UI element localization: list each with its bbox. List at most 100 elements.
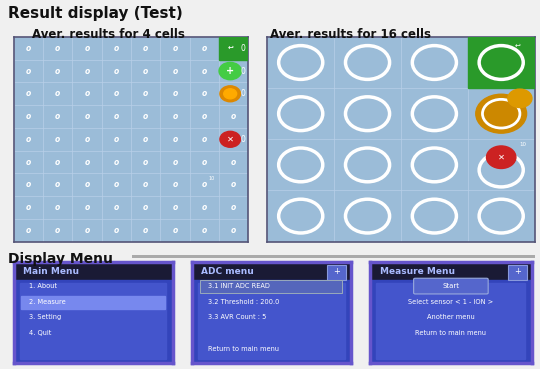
Bar: [219, 37, 248, 60]
Text: Start: Start: [442, 283, 460, 289]
Circle shape: [220, 131, 240, 147]
Bar: [370, 280, 532, 363]
Text: o: o: [113, 112, 119, 121]
Text: o: o: [84, 180, 90, 189]
Bar: [198, 283, 345, 359]
Text: 10: 10: [519, 142, 526, 147]
Text: 2. Measure: 2. Measure: [29, 299, 66, 305]
Text: o: o: [143, 112, 148, 121]
Text: 3. Setting: 3. Setting: [29, 314, 62, 321]
Text: o: o: [113, 135, 119, 144]
Text: o: o: [172, 112, 178, 121]
FancyBboxPatch shape: [200, 280, 342, 293]
Text: o: o: [231, 180, 237, 189]
FancyBboxPatch shape: [327, 265, 346, 280]
Text: o: o: [113, 66, 119, 76]
Text: o: o: [202, 66, 207, 76]
Text: o: o: [113, 203, 119, 212]
Text: o: o: [143, 66, 148, 76]
Text: o: o: [84, 135, 90, 144]
Text: 1. About: 1. About: [29, 283, 57, 289]
Text: o: o: [55, 44, 60, 53]
Text: Another menu: Another menu: [427, 314, 475, 321]
Text: o: o: [202, 112, 207, 121]
Text: Aver. results for 16 cells: Aver. results for 16 cells: [270, 28, 431, 41]
Text: o: o: [231, 112, 237, 121]
Text: o: o: [84, 44, 90, 53]
Text: ✕: ✕: [498, 153, 505, 162]
Text: o: o: [202, 158, 207, 166]
Text: Return to main menu: Return to main menu: [415, 330, 487, 336]
Text: 0: 0: [241, 44, 246, 53]
FancyBboxPatch shape: [508, 265, 527, 280]
Text: o: o: [25, 66, 31, 76]
Text: Return to main menu: Return to main menu: [207, 346, 279, 352]
Text: o: o: [25, 158, 31, 166]
Text: o: o: [55, 135, 60, 144]
Text: o: o: [143, 135, 148, 144]
Circle shape: [487, 146, 516, 169]
Text: +: +: [226, 66, 234, 76]
Text: o: o: [172, 66, 178, 76]
Text: ↩: ↩: [515, 43, 521, 49]
Text: o: o: [172, 135, 178, 144]
Text: 3.1 INIT ADC READ: 3.1 INIT ADC READ: [207, 283, 269, 289]
Text: ✕: ✕: [227, 135, 234, 144]
Text: 0: 0: [241, 135, 246, 144]
Text: o: o: [55, 226, 60, 235]
Text: o: o: [55, 112, 60, 121]
Text: 3.2 Threshold : 200.0: 3.2 Threshold : 200.0: [207, 299, 279, 305]
Text: 3.3 AVR Count : 5: 3.3 AVR Count : 5: [207, 314, 266, 321]
Text: Main Menu: Main Menu: [23, 267, 79, 276]
Text: o: o: [202, 89, 207, 98]
Text: o: o: [113, 226, 119, 235]
Text: o: o: [55, 180, 60, 189]
Text: o: o: [202, 226, 207, 235]
Text: o: o: [231, 203, 237, 212]
Text: o: o: [25, 44, 31, 53]
Circle shape: [219, 62, 241, 80]
Text: o: o: [202, 44, 207, 53]
Text: o: o: [231, 226, 237, 235]
Text: 0: 0: [241, 89, 246, 98]
Text: o: o: [84, 66, 90, 76]
Text: o: o: [172, 44, 178, 53]
Text: o: o: [84, 89, 90, 98]
Text: o: o: [143, 203, 148, 212]
Text: +: +: [514, 267, 521, 276]
Text: o: o: [84, 112, 90, 121]
Text: Select sensor < 1 - ION >: Select sensor < 1 - ION >: [408, 299, 494, 305]
Text: o: o: [143, 89, 148, 98]
Bar: [192, 280, 351, 363]
Text: o: o: [55, 89, 60, 98]
Text: o: o: [25, 226, 31, 235]
Bar: [22, 296, 165, 309]
Text: o: o: [143, 226, 148, 235]
Text: o: o: [55, 66, 60, 76]
Circle shape: [476, 94, 526, 133]
Text: o: o: [113, 89, 119, 98]
Text: 4. Quit: 4. Quit: [29, 330, 52, 336]
Text: o: o: [25, 135, 31, 144]
Text: o: o: [25, 89, 31, 98]
Text: o: o: [231, 158, 237, 166]
Text: o: o: [84, 158, 90, 166]
Text: o: o: [25, 180, 31, 189]
Text: ↩: ↩: [227, 45, 233, 51]
Bar: [14, 280, 173, 363]
Circle shape: [508, 89, 532, 107]
Text: o: o: [113, 180, 119, 189]
Text: +: +: [333, 267, 340, 276]
Text: ADC menu: ADC menu: [201, 267, 254, 276]
Text: o: o: [202, 180, 207, 189]
Text: o: o: [172, 158, 178, 166]
Text: o: o: [113, 44, 119, 53]
Text: o: o: [172, 203, 178, 212]
Text: o: o: [55, 158, 60, 166]
Text: 0: 0: [241, 66, 246, 76]
Bar: [370, 262, 532, 280]
Text: Display Menu: Display Menu: [8, 252, 113, 266]
Text: o: o: [84, 226, 90, 235]
FancyBboxPatch shape: [414, 278, 488, 294]
Text: o: o: [25, 112, 31, 121]
